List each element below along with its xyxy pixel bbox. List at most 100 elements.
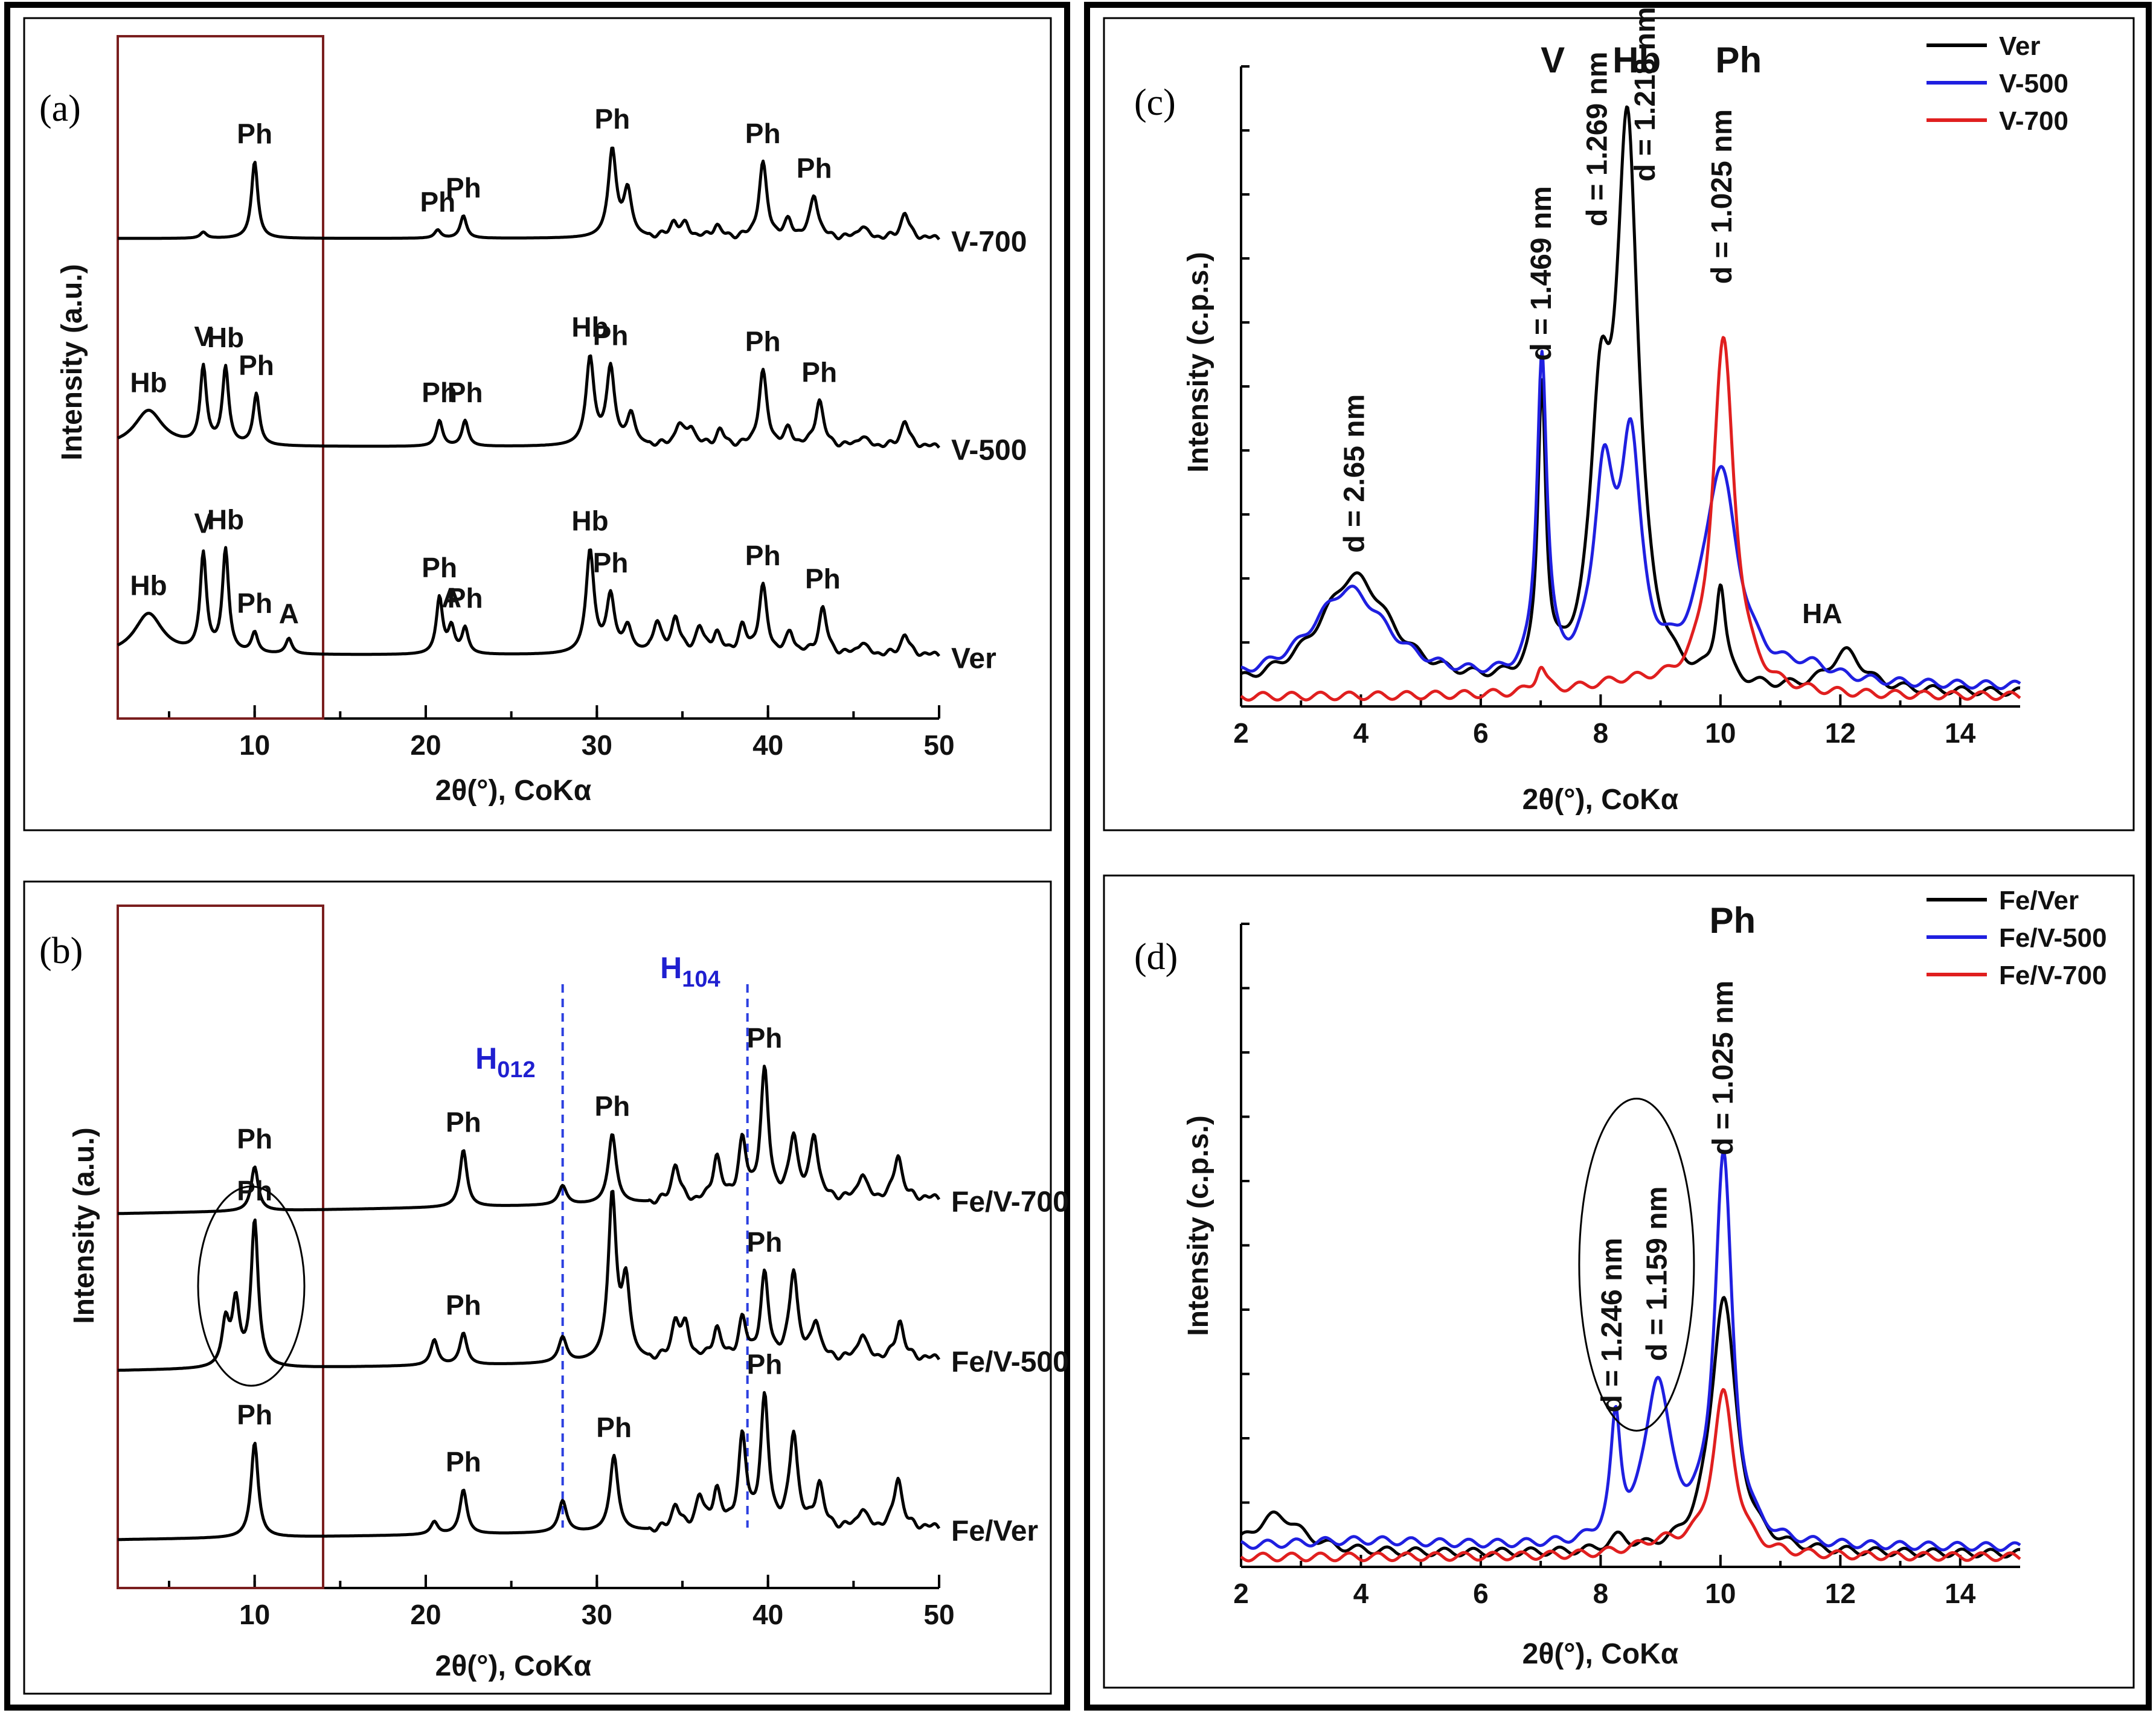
legend-label: Fe/V-500 <box>1999 923 2107 953</box>
peak-label: Hb <box>571 505 608 536</box>
peak-label: Hb <box>207 504 244 536</box>
peak-label: Ph <box>237 118 272 149</box>
series-line <box>117 1391 941 1542</box>
peak-label: Ph <box>420 186 455 217</box>
x-tick-label: 10 <box>239 729 270 761</box>
legend-label: V-700 <box>1999 106 2068 136</box>
panel-letter: (d) <box>1134 937 1178 978</box>
panel-d: 2 4 6 8 10 12 14 2θ(°), CoKα Intensity (c.p.s.) (… <box>1134 886 2107 1670</box>
series-label: Fe/V-500 <box>951 1346 1069 1378</box>
y-axis-label: Intensity (a.u.) <box>56 264 88 460</box>
panel-b-frame <box>23 880 1052 1695</box>
x-tick-label: 2 <box>1233 1578 1249 1609</box>
y-axis-label: Intensity (a.u.) <box>68 1127 100 1324</box>
legend-label: Fe/V-700 <box>1999 961 2107 990</box>
peak-label: Ph <box>446 1446 481 1478</box>
x-tick-label: 40 <box>752 729 783 761</box>
x-tick-label: 30 <box>582 1599 612 1630</box>
series-line <box>117 354 940 449</box>
series-line <box>117 146 940 241</box>
highlight-box <box>117 35 324 720</box>
series-label: Fe/Ver <box>951 1515 1038 1547</box>
phase-label: V <box>1541 40 1565 80</box>
x-tick-label: 50 <box>923 729 954 761</box>
peak-label: Ph <box>747 1022 783 1054</box>
peak-label: Ph <box>594 1090 630 1122</box>
peak-label: Hb <box>207 322 244 353</box>
panel-d-frame <box>1103 874 2135 1689</box>
x-tick-label: 4 <box>1353 717 1369 749</box>
panel-letter: (c) <box>1134 82 1176 123</box>
series-line <box>117 546 940 658</box>
x-axis-label: 2θ(°), CoKα <box>435 1650 592 1682</box>
peak-label: Ph <box>448 377 483 408</box>
x-tick-label: 12 <box>1825 717 1856 749</box>
x-tick-label: 10 <box>1705 717 1736 749</box>
peak-label: Ph <box>747 1349 783 1380</box>
x-tick-label: 4 <box>1353 1578 1369 1609</box>
panel-letter: (b) <box>39 930 83 972</box>
panel-c: 2 4 6 8 10 12 14 2θ(°), CoKα Intensity (c.p.s.) (… <box>1134 7 2068 816</box>
d-spacing-label: d = 1.246 nm <box>1596 1238 1628 1412</box>
x-axis-label: 2θ(°), CoKα <box>435 775 592 807</box>
peak-label: Ph <box>446 172 481 203</box>
peak-label: Ph <box>745 540 781 571</box>
x-tick-label: 40 <box>752 1599 783 1630</box>
highlight-ellipse <box>1578 1097 1695 1432</box>
panel-a: 10 20 30 40 50 2θ(°), CoKα Intensity (a.u.) (a)… <box>39 35 1027 807</box>
peak-label: V <box>194 321 213 352</box>
series-line <box>117 1189 941 1372</box>
panel-a-frame <box>23 17 1052 831</box>
peak-label: Ph <box>596 1412 632 1443</box>
series-line <box>1240 336 2021 702</box>
peak-label: Ph <box>239 350 274 381</box>
peak-label: Ph <box>801 356 837 388</box>
peak-label: Ph <box>237 588 272 619</box>
peak-label: Ph <box>593 320 629 351</box>
d-spacing-label: d = 1.269 nm <box>1581 52 1613 226</box>
peak-label: Ph <box>448 583 483 614</box>
peak-label: Ph <box>422 552 457 583</box>
d-spacing-label: d = 1.469 nm <box>1526 186 1558 360</box>
right-outer-frame <box>1084 2 2152 1711</box>
peak-label: Ph <box>422 377 457 408</box>
x-tick-label: 20 <box>410 1599 441 1630</box>
peak-label: A <box>279 598 299 629</box>
series-line <box>117 1065 941 1215</box>
series-line <box>1240 1388 2021 1563</box>
x-tick-label: 12 <box>1825 1578 1856 1609</box>
peak-label: Ph <box>797 152 832 184</box>
d-spacing-label: d = 2.65 nm <box>1339 394 1371 553</box>
x-axis-label: 2θ(°), CoKα <box>1522 784 1679 816</box>
x-tick-label: 20 <box>410 729 441 761</box>
phase-label: Hb <box>1612 40 1661 80</box>
legend-label: Ver <box>1999 31 2041 61</box>
highlight-box <box>117 905 324 1589</box>
x-tick-label: 2 <box>1233 717 1249 749</box>
peak-label: Ph <box>745 326 781 357</box>
series-label: Fe/V-700 <box>951 1186 1069 1218</box>
series-line <box>1240 1150 2021 1552</box>
hematite-label: H104 <box>660 951 720 992</box>
panel-letter: (a) <box>39 88 81 129</box>
peak-label: Ph <box>594 103 630 135</box>
panel-c-frame <box>1103 17 2135 831</box>
x-tick-label: 50 <box>923 1599 954 1630</box>
phase-label: Ph <box>1710 900 1756 941</box>
left-outer-frame <box>4 2 1070 1711</box>
hematite-label: H012 <box>475 1042 536 1083</box>
y-axis-label: Intensity (c.p.s.) <box>1182 252 1214 472</box>
peak-label: Hb <box>130 367 167 398</box>
peak-label: Ph <box>593 547 629 578</box>
series-label: V-700 <box>951 226 1027 258</box>
phase-label: Ph <box>1715 40 1762 80</box>
d-spacing-label: d = 1.218 nm <box>1629 7 1661 181</box>
d-spacing-label: d = 1.025 nm <box>1707 981 1739 1155</box>
peak-label: Ph <box>747 1226 783 1258</box>
legend-label: Fe/Ver <box>1999 886 2079 915</box>
peak-label: Hb <box>571 312 608 343</box>
x-axis-label: 2θ(°), CoKα <box>1522 1638 1679 1670</box>
x-tick-label: 14 <box>1945 1578 1976 1609</box>
x-tick-label: 8 <box>1593 1578 1609 1609</box>
x-tick-label: 6 <box>1473 1578 1489 1609</box>
